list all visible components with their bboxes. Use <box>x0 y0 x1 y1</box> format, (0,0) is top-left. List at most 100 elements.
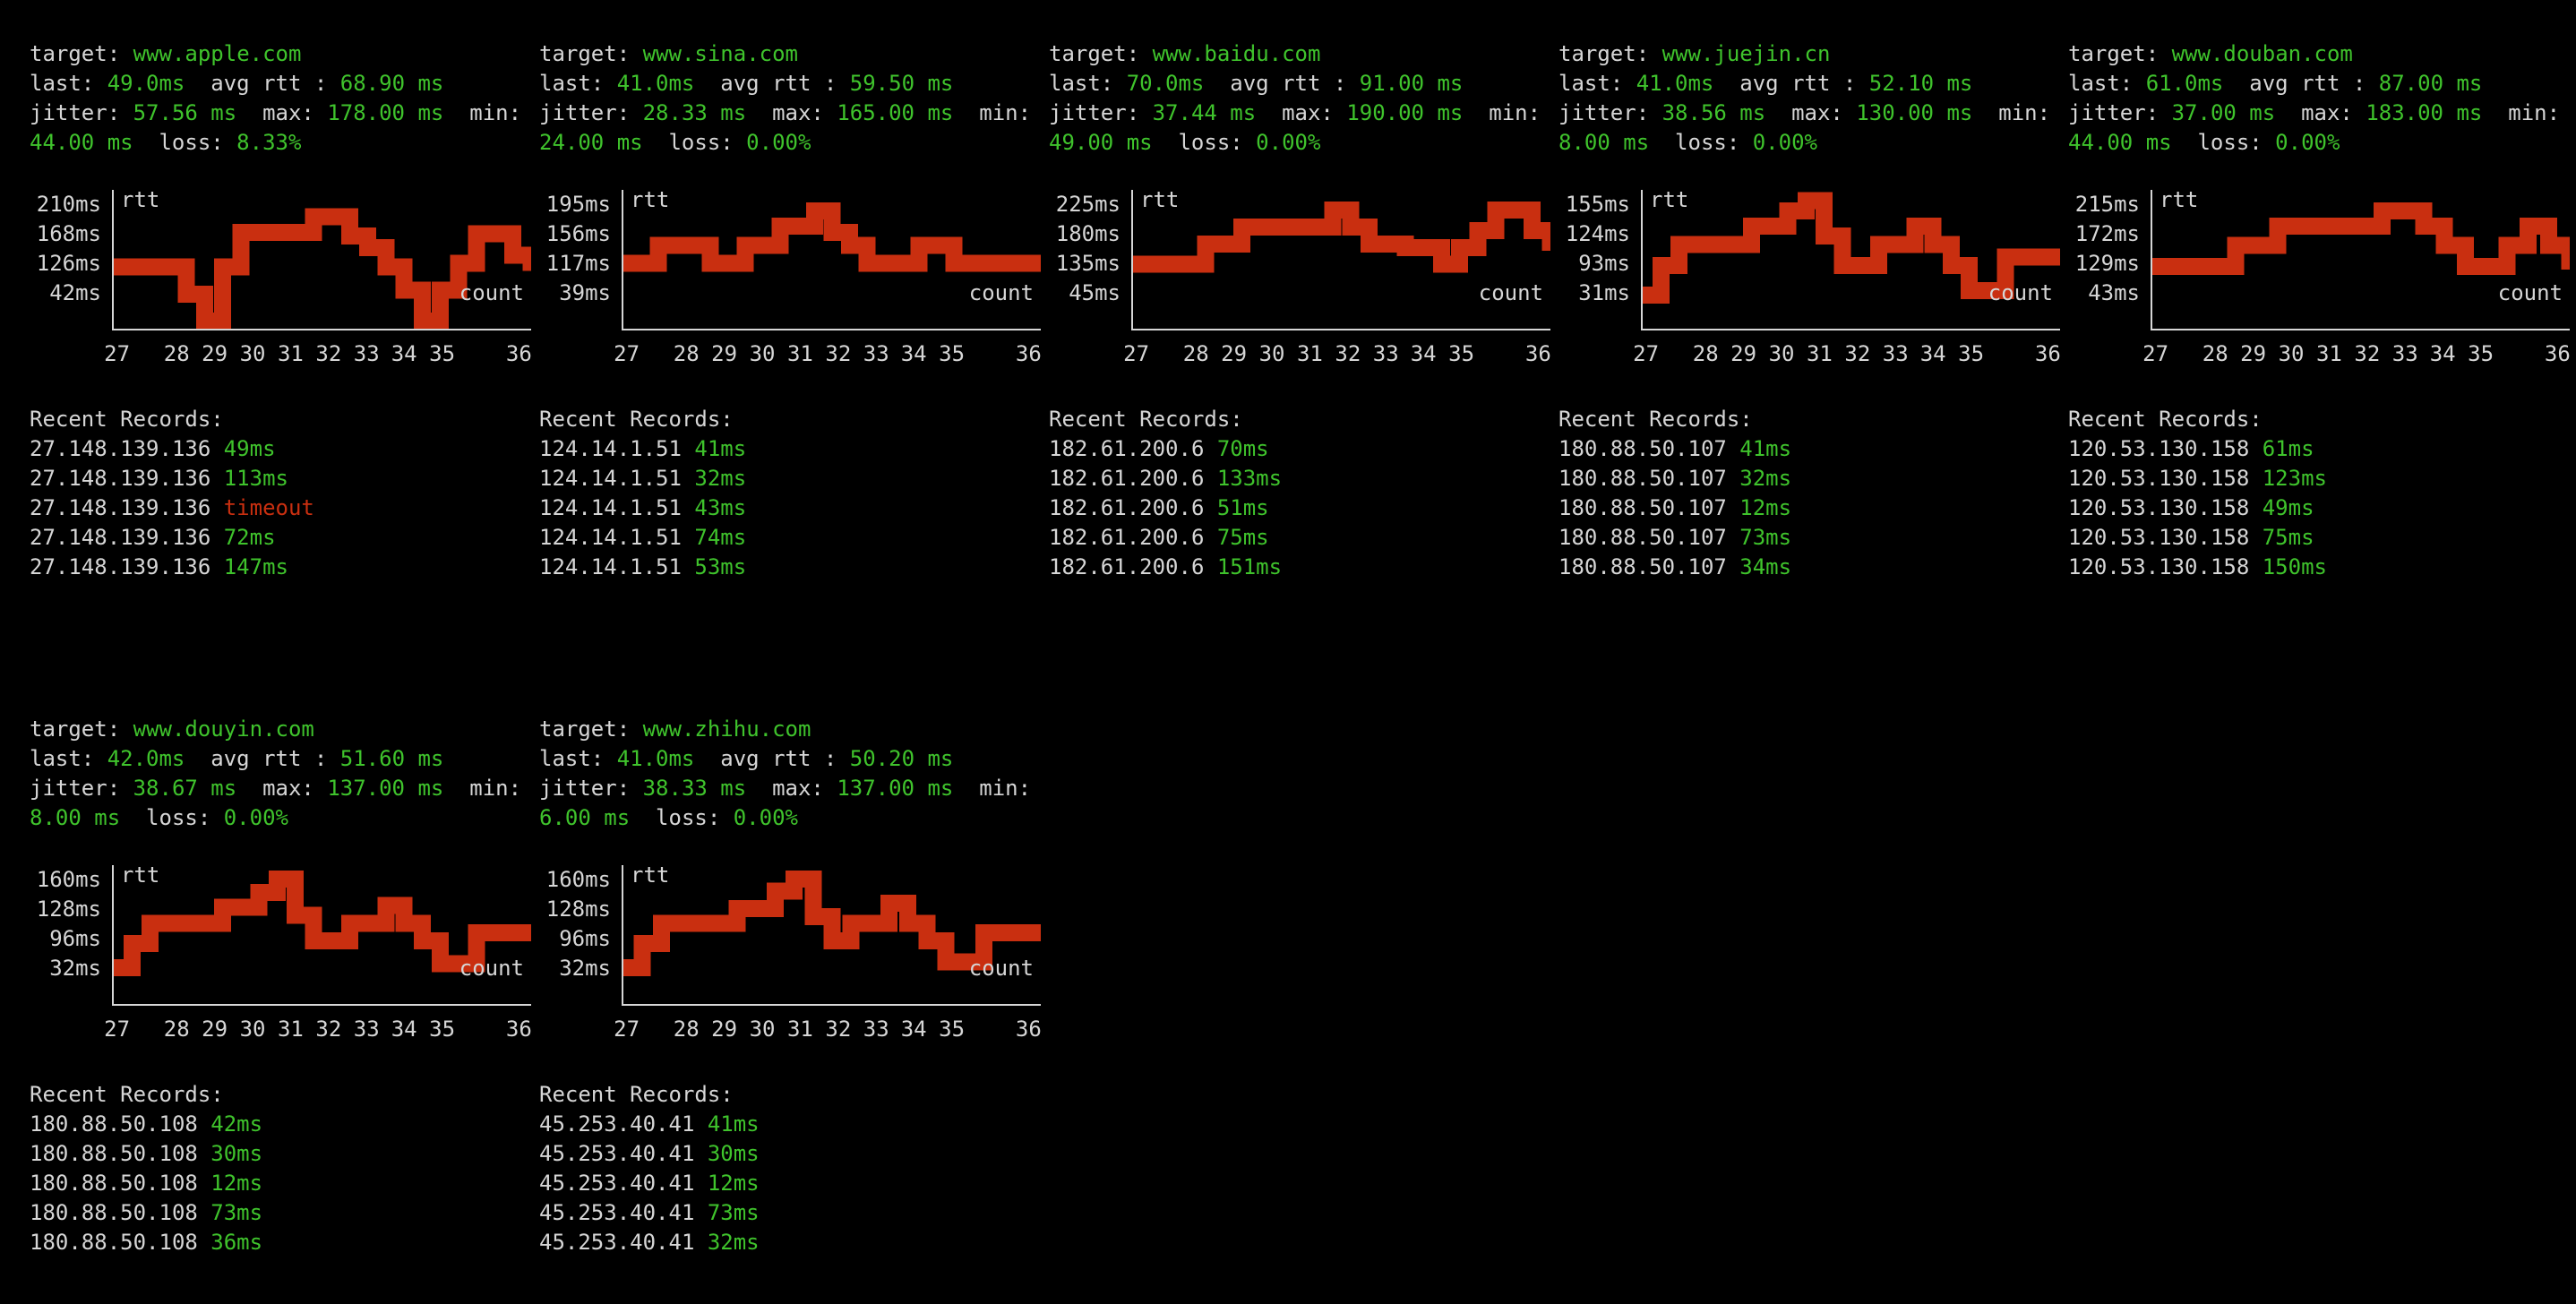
plot-area: rtt count <box>1641 187 2060 330</box>
avg-rtt-value: 52.10 ms <box>1868 71 1973 96</box>
loss-value: 0.00% <box>746 130 811 155</box>
record-ip: 182.61.200.6 <box>1049 436 1205 461</box>
jitter-value: 37.44 ms <box>1152 100 1257 125</box>
record-row: 45.253.40.41 41ms <box>539 1110 1037 1139</box>
min-value: 8.00 ms <box>1558 130 1650 155</box>
record-latency: 75ms <box>2262 525 2314 550</box>
max-value: 130.00 ms <box>1856 100 1973 125</box>
y-axis-tick: 96ms <box>559 926 611 951</box>
record-row: 124.14.1.51 32ms <box>539 464 1037 493</box>
record-latency: 32ms <box>694 466 747 491</box>
y-axis-tick: 155ms <box>1565 192 1630 217</box>
avg-rtt-label: avg rtt : <box>720 746 837 771</box>
min-label: min: <box>2508 100 2561 125</box>
x-axis-tick: 35 <box>429 1017 456 1042</box>
last-label: last: <box>1049 71 1114 96</box>
record-row: 120.53.130.158 150ms <box>2068 553 2566 582</box>
rtt-series-line <box>114 208 531 329</box>
min-value: 6.00 ms <box>539 805 631 830</box>
record-latency: timeout <box>223 495 314 520</box>
record-latency: 75ms <box>1216 525 1269 550</box>
x-axis-ticks: 27 28 29 30 31 32 33 34 35 36 <box>614 339 1042 369</box>
record-row: 45.253.40.41 30ms <box>539 1139 1037 1169</box>
record-latency: 12ms <box>1739 495 1792 520</box>
y-axis-tick: 32ms <box>559 956 611 981</box>
record-latency: 32ms <box>707 1230 760 1255</box>
min-label: min: <box>1998 100 2051 125</box>
record-row: 124.14.1.51 74ms <box>539 523 1037 553</box>
jitter-label: jitter: <box>1558 100 1650 125</box>
record-ip: 27.148.139.136 <box>30 466 211 491</box>
rtt-axis-label: rtt <box>631 187 670 212</box>
records-list: 180.88.50.108 42ms 180.88.50.108 30ms 180.… <box>30 1110 528 1257</box>
last-label: last: <box>2068 71 2134 96</box>
rtt-series <box>114 870 531 976</box>
record-ip: 27.148.139.136 <box>30 525 211 550</box>
target-value: www.juejin.cn <box>1662 41 1831 66</box>
x-axis-tick: 30 <box>2278 341 2305 366</box>
records-list: 27.148.139.136 49ms 27.148.139.136 113ms 2… <box>30 434 528 582</box>
y-axis-ticks: 160ms 128ms 96ms 32ms <box>539 865 622 1006</box>
jitter-value: 38.33 ms <box>642 776 747 801</box>
y-axis-tick: 124ms <box>1565 221 1630 246</box>
rtt-chart: 160ms 128ms 96ms 32ms rtt count <box>30 862 531 1006</box>
loss-value: 0.00% <box>223 805 288 830</box>
stats-line-1: last: 42.0ms avg rtt : 51.60 ms <box>30 744 528 774</box>
rtt-axis-label: rtt <box>631 862 670 888</box>
y-axis-tick: 210ms <box>36 192 101 217</box>
max-label: max: <box>262 776 314 801</box>
jitter-label: jitter: <box>30 100 121 125</box>
target-value: www.zhihu.com <box>642 716 811 742</box>
jitter-value: 57.56 ms <box>133 100 237 125</box>
record-row: 124.14.1.51 41ms <box>539 434 1037 464</box>
rtt-series-line <box>623 870 1041 976</box>
stats-line-1: last: 61.0ms avg rtt : 87.00 ms <box>2068 69 2566 99</box>
target-value: www.sina.com <box>642 41 798 66</box>
x-axis-tick: 28 <box>2202 341 2228 366</box>
x-axis-tick: 31 <box>786 341 813 366</box>
recent-records: Recent Records: 120.53.130.158 61ms 120.5… <box>2068 405 2566 582</box>
stats-line-3: 6.00 ms loss: 0.00% <box>539 803 1037 833</box>
x-axis-tick: 32 <box>825 341 852 366</box>
stats-line-2: jitter: 57.56 ms max: 178.00 ms min: <box>30 99 528 128</box>
x-axis-tick: 34 <box>1919 341 1946 366</box>
jitter-value: 38.67 ms <box>133 776 237 801</box>
x-axis-tick: 28 <box>1182 341 1209 366</box>
stats-line-2: jitter: 37.44 ms max: 190.00 ms min: <box>1049 99 1547 128</box>
record-latency: 12ms <box>707 1171 760 1196</box>
record-row: 124.14.1.51 53ms <box>539 553 1037 582</box>
x-axis-tick: 30 <box>749 341 776 366</box>
x-axis-tick: 30 <box>239 341 266 366</box>
count-axis-label: count <box>2497 280 2563 305</box>
rtt-series-line <box>1133 202 1550 273</box>
rtt-axis-label: rtt <box>121 187 160 212</box>
record-latency: 36ms <box>210 1230 263 1255</box>
x-axis-tick: 35 <box>1448 341 1475 366</box>
ping-panel: target: www.apple.com last: 49.0ms avg rtt … <box>30 39 532 582</box>
loss-label: loss: <box>656 805 721 830</box>
x-axis-tick: 28 <box>163 341 190 366</box>
x-axis-tick: 28 <box>673 1017 700 1042</box>
record-row: 27.148.139.136 147ms <box>30 553 528 582</box>
record-row: 45.253.40.41 32ms <box>539 1228 1037 1257</box>
record-ip: 45.253.40.41 <box>539 1111 695 1137</box>
max-value: 190.00 ms <box>1346 100 1464 125</box>
y-axis-tick: 45ms <box>1069 280 1121 305</box>
rtt-axis-label: rtt <box>2160 187 2199 212</box>
record-ip: 120.53.130.158 <box>2068 436 2250 461</box>
target-label: target: <box>1049 41 1140 66</box>
last-value: 70.0ms <box>1126 71 1205 96</box>
last-label: last: <box>30 71 95 96</box>
y-axis-ticks: 210ms 168ms 126ms 42ms <box>30 190 112 330</box>
rtt-chart: 155ms 124ms 93ms 31ms rtt count <box>1558 187 2060 330</box>
target-value: www.douban.com <box>2171 41 2353 66</box>
ping-panel: target: www.sina.com last: 41.0ms avg rtt :… <box>539 39 1042 582</box>
stats-line-1: last: 49.0ms avg rtt : 68.90 ms <box>30 69 528 99</box>
avg-rtt-value: 59.50 ms <box>849 71 954 96</box>
target-label: target: <box>2068 41 2160 66</box>
record-ip: 180.88.50.107 <box>1558 436 1727 461</box>
record-ip: 27.148.139.136 <box>30 554 211 579</box>
x-axis-tick: 29 <box>202 341 228 366</box>
x-axis-tick: 32 <box>2354 341 2381 366</box>
record-ip: 124.14.1.51 <box>539 466 682 491</box>
